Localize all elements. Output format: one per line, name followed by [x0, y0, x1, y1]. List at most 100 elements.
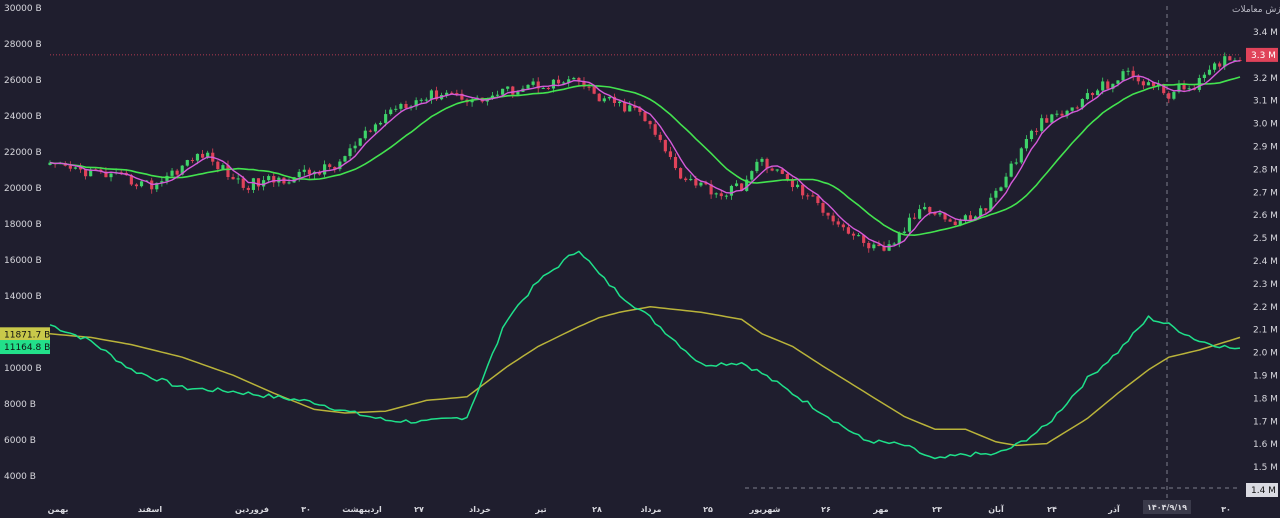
candle-body	[841, 224, 845, 228]
candle-body	[165, 175, 169, 182]
candle-body	[328, 164, 332, 167]
candle-body	[653, 124, 657, 135]
x-axis-tick: آبان	[988, 504, 1004, 514]
x-axis-tick: آذر	[1107, 504, 1120, 514]
candle-body	[89, 169, 93, 177]
candle-body	[775, 169, 779, 171]
candle-body	[862, 235, 866, 243]
left-axis-tick: 30000 B	[4, 4, 42, 14]
candle-body	[1228, 56, 1232, 61]
candle-body	[516, 91, 520, 95]
left-axis-tag: 11164.8 B	[4, 343, 50, 353]
candle-body	[399, 103, 403, 109]
candle-body	[1177, 84, 1181, 92]
candle-body	[104, 171, 108, 178]
candle-body	[1070, 107, 1074, 111]
candle-body	[506, 86, 510, 89]
right-axis-tick: 1.6 M	[1253, 440, 1278, 450]
axis-tags: 11871.7 B 11164.8 B 3.3 M 1.4 M	[0, 47, 1278, 497]
left-axis-tick: 6000 B	[4, 436, 36, 446]
candle-body	[119, 172, 123, 174]
candle-body	[872, 244, 876, 249]
left-axis-tag: 11871.7 B	[4, 330, 50, 340]
candle-body	[1238, 60, 1242, 62]
candle-body	[562, 82, 566, 84]
right-axis-tick: 3.1 M	[1253, 97, 1278, 107]
crosshair-date-box	[1143, 500, 1191, 514]
candle-body	[704, 182, 708, 185]
candle-body	[231, 176, 235, 180]
candle-body	[1040, 118, 1044, 131]
candle-body	[1019, 148, 1023, 163]
candle-body	[572, 77, 576, 80]
candle-body	[1151, 82, 1156, 87]
series-green-value-line	[49, 250, 1241, 460]
candle-body	[1126, 70, 1130, 72]
candle-body	[1075, 107, 1079, 109]
candle-body	[378, 122, 383, 125]
candle-body	[1121, 71, 1125, 81]
candle-body	[317, 171, 322, 175]
candle-body	[821, 203, 825, 213]
candle-body	[175, 170, 179, 175]
candle-body	[623, 101, 627, 112]
candle-body	[780, 169, 784, 174]
candle-body	[267, 176, 271, 181]
candle-body	[729, 185, 734, 196]
candle-body	[455, 93, 459, 95]
candle-body	[1080, 99, 1084, 108]
candle-body	[1035, 130, 1039, 132]
candle-body	[373, 124, 378, 132]
right-axis-tick: 3.0 M	[1253, 120, 1278, 130]
x-axis-tick: ۲۴	[1047, 505, 1057, 514]
x-axis-tick: مرداد	[641, 505, 662, 514]
candle-body	[831, 215, 835, 222]
x-axis-tick: مهر	[872, 505, 888, 514]
right-axis-tick: 2.3 M	[1253, 280, 1278, 290]
left-axis-tick: 22000 B	[4, 148, 42, 158]
candle-body	[1111, 83, 1115, 89]
candle-body	[1096, 90, 1100, 96]
candle-body	[241, 178, 245, 188]
candle-body	[724, 195, 728, 197]
candle-body	[1014, 162, 1018, 164]
x-axis-tick: اردیبهشت	[342, 505, 382, 514]
candle-body	[1233, 60, 1237, 62]
x-axis-tick: تیر	[534, 505, 546, 514]
candle-body	[689, 178, 693, 181]
candle-body	[1085, 93, 1090, 100]
candle-body	[333, 166, 337, 170]
x-axis: بهمن اسفند فروردین ۳۰ اردیبهشت ۲۷ خرداد تیر ۲۸ مر…	[48, 500, 1231, 514]
candle-body	[1101, 81, 1105, 91]
candle-body	[811, 195, 815, 197]
right-axis-tick: 2.7 M	[1253, 188, 1278, 198]
candle-body	[801, 184, 805, 196]
candle-body	[445, 92, 449, 96]
candle-body	[943, 213, 947, 220]
left-axis-tick: 28000 B	[4, 40, 42, 50]
candle-body	[1162, 83, 1166, 94]
right-axis-tag-box	[1246, 483, 1278, 497]
candle-body	[501, 88, 505, 95]
right-axis-tick: 2.5 M	[1253, 234, 1278, 244]
right-axis-tick: 2.1 M	[1253, 326, 1278, 336]
candle-body	[999, 187, 1003, 191]
candle-body	[1141, 81, 1145, 86]
candle-body	[384, 114, 388, 123]
candle-body	[989, 197, 993, 211]
candle-body	[699, 182, 703, 186]
candle-body	[719, 193, 723, 197]
x-axis-tick: بهمن	[48, 505, 69, 514]
candle-body	[816, 196, 820, 204]
candle-body	[877, 244, 881, 246]
right-axis-tick: 2.0 M	[1253, 349, 1278, 359]
left-axis-tick: 20000 B	[4, 184, 42, 194]
left-axis-tick: 18000 B	[4, 220, 42, 230]
candle-body	[617, 101, 622, 103]
candle-body	[973, 216, 978, 220]
candle-body	[1106, 81, 1110, 89]
candle-body	[663, 139, 667, 152]
candle-body	[882, 245, 886, 251]
candle-body	[414, 100, 418, 107]
